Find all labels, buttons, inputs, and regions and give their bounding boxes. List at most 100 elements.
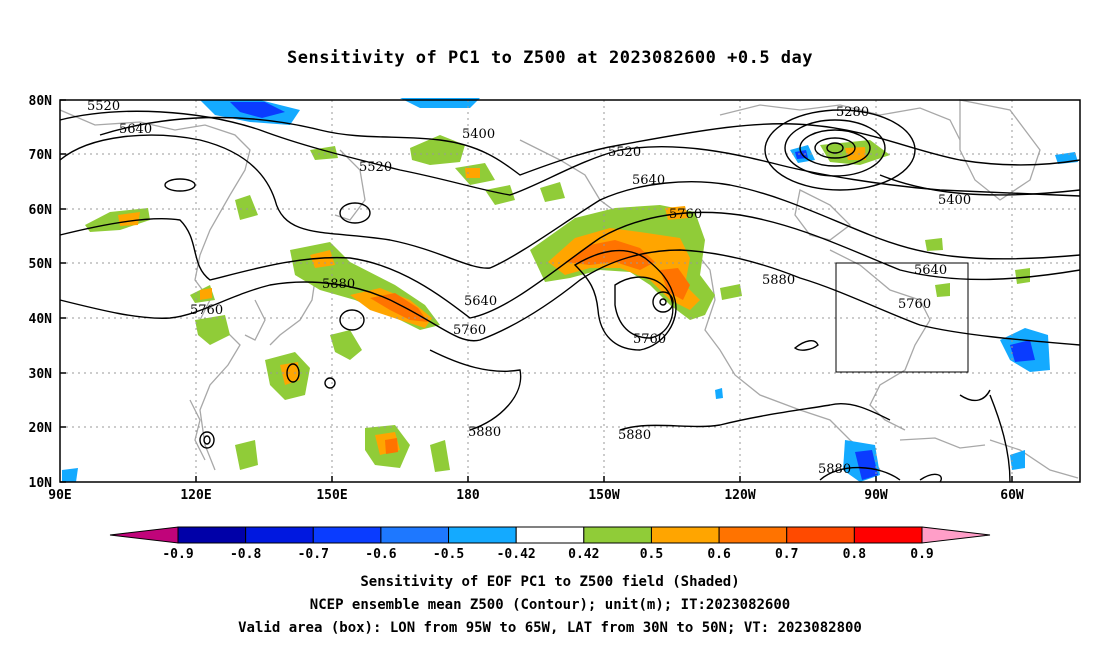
z500-contours bbox=[59, 109, 1081, 483]
colorbar: -0.9 -0.8 -0.7 -0.6 -0.5 -0.42 0.42 0.5 0.6 0.7 0.… bbox=[109, 526, 991, 562]
lon-label: 90E bbox=[48, 488, 71, 503]
contour-5280-inner-3 bbox=[826, 142, 844, 154]
negative-patches bbox=[62, 98, 1078, 482]
contour-5640-north bbox=[59, 134, 1081, 269]
colorbar-tick-label: -0.5 bbox=[433, 547, 464, 562]
colorbar-tick-label: 0.8 bbox=[843, 547, 867, 562]
coastline-arctic-islands bbox=[719, 104, 961, 141]
contour-label: 5760 bbox=[633, 332, 666, 347]
colorbar-tick-label: -0.42 bbox=[497, 547, 536, 562]
colorbar-tick-label: 0.6 bbox=[707, 547, 731, 562]
contour-5400-ring bbox=[764, 109, 916, 191]
contour-label: 5880 bbox=[618, 428, 651, 443]
contour-small-low-2 bbox=[339, 202, 371, 224]
lon-label: 150E bbox=[316, 488, 347, 503]
lat-label: 50N bbox=[29, 257, 53, 272]
footer-line-3: Valid area (box): LON from 95W to 65W, L… bbox=[238, 620, 862, 636]
colorbar-boxes bbox=[177, 526, 923, 544]
contour-label: 5760 bbox=[190, 303, 223, 318]
coastline-north-america-east bbox=[829, 249, 931, 431]
colorbar-swatch bbox=[448, 526, 517, 544]
map-frame bbox=[59, 99, 1081, 483]
contour-5640-low bbox=[573, 249, 677, 351]
lon-label: 180 bbox=[456, 488, 480, 503]
contour-5520-north bbox=[59, 110, 1081, 197]
contour-label: 5880 bbox=[322, 277, 355, 292]
colorbar-swatch bbox=[583, 526, 652, 544]
contour-5880-southeast bbox=[619, 403, 891, 431]
contour-small-low-4 bbox=[286, 363, 300, 383]
contour-small-low-6 bbox=[199, 431, 215, 449]
colorbar-low-end bbox=[109, 526, 179, 544]
colorbar-swatch bbox=[177, 526, 247, 544]
contour-5280-low bbox=[784, 119, 886, 177]
coastline-greenland bbox=[959, 99, 1041, 201]
contour-label: 5640 bbox=[464, 294, 497, 309]
contour-label: 5400 bbox=[462, 127, 495, 142]
colorbar-tick-label: -0.7 bbox=[298, 547, 329, 562]
coastline-hudson-bay bbox=[794, 189, 851, 241]
figure-title: Sensitivity of PC1 to Z500 at 2023082600… bbox=[286, 48, 813, 68]
lat-label: 70N bbox=[29, 148, 53, 163]
lon-label: 120W bbox=[724, 488, 755, 503]
strong-negative-patches bbox=[230, 102, 1035, 480]
contour-low-center bbox=[652, 291, 674, 313]
contour-5880-east bbox=[989, 394, 1011, 483]
contour-5880-west bbox=[59, 249, 1081, 346]
colorbar-swatch bbox=[515, 526, 585, 544]
contour-label: 5520 bbox=[608, 145, 641, 160]
contour-label: 5400 bbox=[938, 193, 971, 208]
contour-small-low-1 bbox=[164, 178, 196, 192]
colorbar-tick-label: 0.5 bbox=[640, 547, 663, 562]
contour-label: 5520 bbox=[87, 99, 120, 114]
colorbar-swatch bbox=[245, 526, 314, 544]
contour-5880-south-america bbox=[819, 466, 901, 481]
colorbar-tick-label: -0.8 bbox=[230, 547, 261, 562]
contour-labels: 5520 5640 5400 5520 5280 5520 5640 5760 … bbox=[87, 99, 971, 477]
colorbar-tick-label: 0.9 bbox=[910, 547, 933, 562]
lon-label: 60W bbox=[1000, 488, 1024, 503]
valid-area-box bbox=[835, 262, 969, 373]
contour-label: 5880 bbox=[818, 462, 851, 477]
axis-ticks bbox=[60, 99, 1013, 483]
contour-label: 5760 bbox=[669, 207, 702, 222]
sensitivity-shading bbox=[62, 98, 1078, 482]
coastlines bbox=[59, 99, 1079, 479]
colorbar-tick-label: -0.9 bbox=[162, 547, 193, 562]
coastline-caribbean bbox=[899, 437, 986, 449]
coastline-east-asia bbox=[59, 109, 251, 471]
lat-lon-grid bbox=[60, 100, 1080, 482]
contour-5760-west bbox=[59, 211, 1081, 319]
contour-label: 5280 bbox=[836, 105, 869, 120]
lat-label: 20N bbox=[29, 421, 53, 436]
contour-5760-low bbox=[614, 276, 674, 339]
contour-label: 5760 bbox=[453, 323, 486, 338]
colorbar-tick-label: -0.6 bbox=[365, 547, 396, 562]
contour-small-5880-us bbox=[793, 340, 819, 351]
contour-label: 5880 bbox=[468, 425, 501, 440]
latitude-labels: 80N 70N 60N 50N 40N 30N 20N 10N bbox=[29, 94, 53, 491]
contour-label: 5640 bbox=[632, 173, 665, 188]
colorbar-high-end bbox=[921, 526, 991, 544]
colorbar-swatch bbox=[718, 526, 788, 544]
contour-label: 5520 bbox=[359, 160, 392, 175]
lat-label: 80N bbox=[29, 94, 53, 109]
contour-label: 5640 bbox=[119, 122, 152, 137]
contour-low-inner bbox=[659, 298, 667, 306]
lat-label: 40N bbox=[29, 312, 53, 327]
contour-5280-inner-2 bbox=[814, 137, 856, 159]
contour-5880-atlantic bbox=[919, 473, 942, 483]
contour-small-low-5 bbox=[324, 377, 336, 389]
coastline-korea bbox=[244, 299, 266, 341]
colorbar-swatch bbox=[650, 526, 720, 544]
longitude-labels: 90E 120E 150E 180 150W 120W 90W 60W bbox=[48, 488, 1024, 503]
lon-label: 120E bbox=[180, 488, 211, 503]
lon-label: 150W bbox=[588, 488, 619, 503]
colorbar-tick-label: 0.7 bbox=[775, 547, 798, 562]
contour-label: 5880 bbox=[762, 273, 795, 288]
colorbar-tick-label: 0.42 bbox=[568, 547, 599, 562]
colorbar-swatch bbox=[312, 526, 382, 544]
contour-5880-east-b bbox=[959, 389, 991, 402]
lat-label: 30N bbox=[29, 367, 53, 382]
